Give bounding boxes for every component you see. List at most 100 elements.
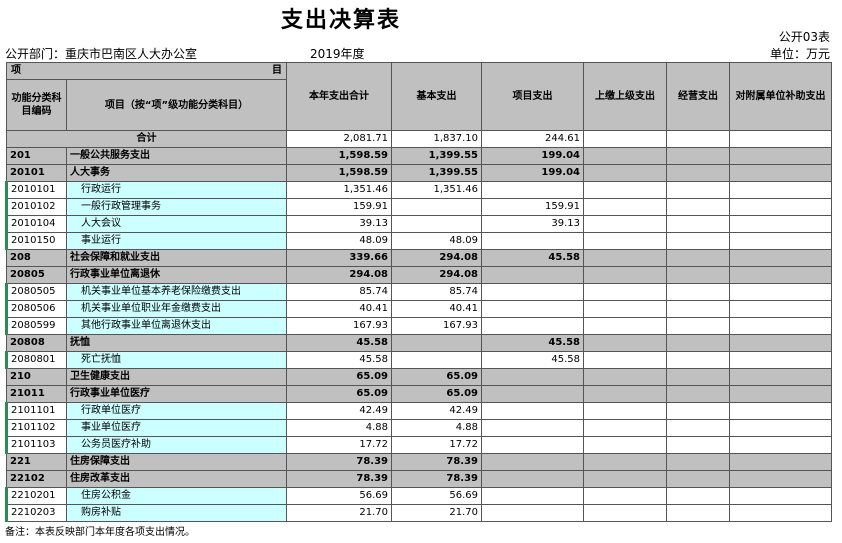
value-cell [481,470,584,488]
total-value: 2,081.71 [286,130,392,148]
value-cell [729,147,832,165]
table-body: 合计 2,081.71 1,837.10 244.61 201 一般公共服务支出 1,598… [5,130,832,522]
total-value [583,130,667,148]
total-value [666,130,730,148]
value-cell [583,198,667,216]
name-cell: 公务员医疗补助 [66,436,287,454]
table-row: 2080506 机关事业单位职业年金缴费支出 40.41 40.41 [5,300,832,318]
code-cell: 2080505 [5,283,67,301]
value-cell [391,215,482,233]
name-cell: 社会保障和就业支出 [66,249,287,267]
value-cell [481,436,584,454]
code-cell: 2210203 [5,504,67,522]
value-cell [729,283,832,301]
value-cell [729,402,832,420]
name-cell: 机关事业单位职业年金缴费支出 [66,300,287,318]
department: 公开部门：重庆市巴南区人大办公室 [5,47,198,61]
table-row: 201 一般公共服务支出 1,598.59 1,399.55 199.04 [6,147,832,165]
value-cell: 45.58 [286,351,392,369]
value-cell: 294.08 [391,266,482,284]
value-cell [729,487,832,505]
value-cell [391,334,482,352]
value-cell: 45.58 [481,249,584,267]
value-cell: 65.09 [391,385,482,403]
code-cell: 210 [6,368,67,386]
value-cell [666,504,730,522]
value-cell: 40.41 [391,300,482,318]
name-cell: 行政事业单位医疗 [66,385,287,403]
value-cell [583,181,667,199]
value-cell [583,317,667,335]
value-cell [729,368,832,386]
year: 2019年度 [310,47,365,61]
value-cell [583,419,667,437]
table-header: 项目本年支出合计 基本支出 项目支出 上缴上级支出 经营支出 对附属单位补助支出 功能分类科… [6,62,832,131]
value-cell [481,266,584,284]
value-cell: 78.39 [286,453,392,471]
name-cell: 人大事务 [66,164,287,182]
value-cell: 45.58 [481,334,584,352]
value-cell [583,385,667,403]
value-cell: 167.93 [391,317,482,335]
code-cell: 2210201 [5,487,67,505]
value-cell [481,232,584,250]
code-cell: 2010150 [5,232,67,250]
code-cell: 2101101 [5,402,67,420]
value-cell [481,368,584,386]
value-cell: 39.13 [286,215,392,233]
value-cell [729,504,832,522]
value-cell [666,402,730,420]
code-cell: 20101 [6,164,67,182]
table-row: 2210201 住房公积金 56.69 56.69 [5,487,832,505]
value-cell [666,470,730,488]
value-cell [666,436,730,454]
value-cell: 159.91 [286,198,392,216]
value-cell [666,351,730,369]
corner-left: 项 [11,65,21,76]
name-cell: 人大会议 [66,215,287,233]
column-header: 上缴上级支出 [583,62,667,131]
value-cell [666,181,730,199]
value-cell [481,487,584,505]
value-cell [666,215,730,233]
code-cell: 20805 [6,266,67,284]
value-cell [729,164,832,182]
name-cell: 事业单位医疗 [66,419,287,437]
value-cell [583,436,667,454]
value-cell [481,317,584,335]
value-cell: 45.58 [286,334,392,352]
value-cell [729,198,832,216]
value-cell: 4.88 [286,419,392,437]
column-header: 项目（按“项”级功能分类科目） [66,79,287,131]
value-cell [481,402,584,420]
value-cell [729,351,832,369]
value-cell [583,368,667,386]
table-row: 2101101 行政单位医疗 42.49 42.49 [5,402,832,420]
form-number: 公开03表 [778,30,830,44]
value-cell [583,283,667,301]
total-value [729,130,832,148]
code-cell: 2010104 [5,215,67,233]
value-cell [666,232,730,250]
table-row: 21011 行政事业单位医疗 65.09 65.09 [6,385,832,403]
value-cell: 1,351.46 [391,181,482,199]
value-cell [666,385,730,403]
value-cell: 42.49 [286,402,392,420]
value-cell: 294.08 [286,266,392,284]
value-cell: 78.39 [391,470,482,488]
total-row: 合计 2,081.71 1,837.10 244.61 [6,130,832,148]
value-cell: 42.49 [391,402,482,420]
value-cell [729,436,832,454]
value-cell [666,487,730,505]
name-cell: 机关事业单位基本养老保险缴费支出 [66,283,287,301]
value-cell [729,215,832,233]
name-cell: 购房补贴 [66,504,287,522]
value-cell [481,453,584,471]
value-cell: 39.13 [481,215,584,233]
table-row: 2080801 死亡抚恤 45.58 45.58 [5,351,832,369]
name-cell: 死亡抚恤 [66,351,287,369]
table-row: 2080505 机关事业单位基本养老保险缴费支出 85.74 85.74 [5,283,832,301]
table-row: 2101102 事业单位医疗 4.88 4.88 [5,419,832,437]
value-cell [481,300,584,318]
